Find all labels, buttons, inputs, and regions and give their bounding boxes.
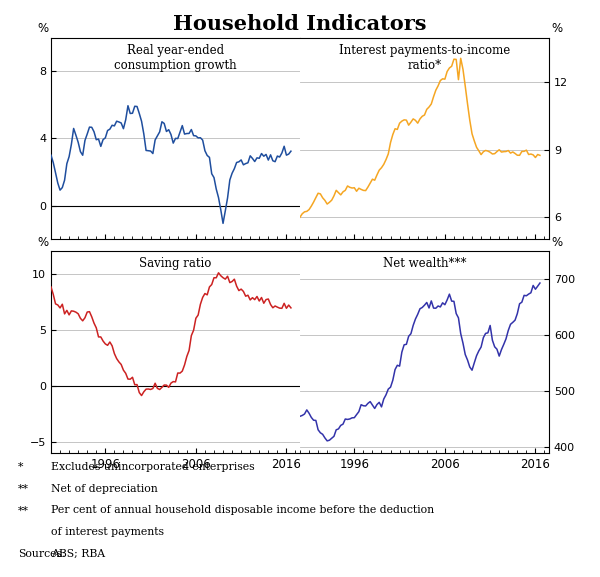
Text: %: %: [37, 236, 49, 249]
Text: Excludes unincorporated enterprises: Excludes unincorporated enterprises: [51, 462, 254, 471]
Text: Household Indicators: Household Indicators: [173, 14, 427, 35]
Text: Real year-ended
consumption growth: Real year-ended consumption growth: [114, 43, 237, 72]
Text: *: *: [18, 462, 23, 471]
Text: %: %: [551, 23, 563, 36]
Text: Net wealth***: Net wealth***: [383, 257, 466, 271]
Text: **: **: [18, 505, 29, 515]
Text: Sources:: Sources:: [18, 549, 65, 559]
Text: Saving ratio: Saving ratio: [139, 257, 212, 271]
Text: **: **: [18, 484, 29, 493]
Text: ABS; RBA: ABS; RBA: [51, 549, 105, 559]
Text: Interest payments-to-income
ratio*: Interest payments-to-income ratio*: [339, 43, 510, 72]
Text: %: %: [551, 236, 563, 249]
Text: %: %: [37, 23, 49, 36]
Text: Net of depreciation: Net of depreciation: [51, 484, 158, 493]
Text: Per cent of annual household disposable income before the deduction: Per cent of annual household disposable …: [51, 505, 434, 515]
Text: of interest payments: of interest payments: [51, 527, 164, 537]
